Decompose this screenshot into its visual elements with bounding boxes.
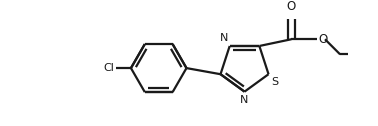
Text: N: N — [220, 33, 228, 43]
Text: S: S — [271, 77, 278, 87]
Text: Cl: Cl — [103, 63, 114, 73]
Text: O: O — [287, 0, 296, 13]
Text: O: O — [318, 33, 327, 46]
Text: N: N — [240, 95, 249, 105]
